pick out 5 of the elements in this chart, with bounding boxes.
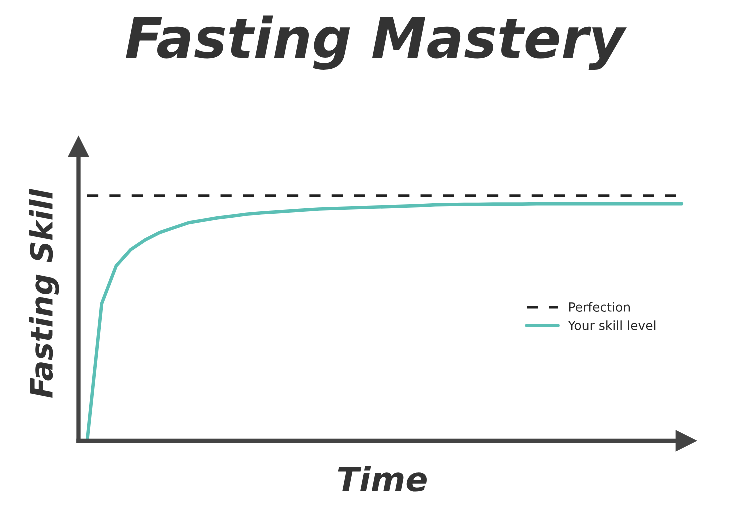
chart-title: Fasting Mastery [126, 16, 627, 70]
x-axis-title: Time [338, 466, 427, 492]
legend-label: Perfection [569, 302, 630, 312]
legend-label: Your skill level [568, 320, 656, 330]
y-axis-title: Fasting Skill [29, 189, 60, 398]
